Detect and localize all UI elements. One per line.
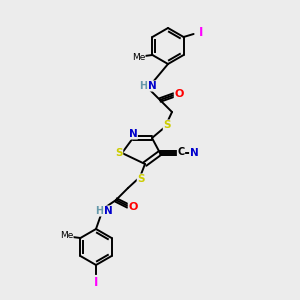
Text: S: S bbox=[163, 120, 171, 130]
Text: I: I bbox=[198, 26, 203, 38]
Text: O: O bbox=[128, 202, 138, 212]
Text: H: H bbox=[95, 206, 103, 216]
Text: C: C bbox=[177, 147, 184, 157]
Text: Me: Me bbox=[60, 232, 73, 241]
Text: S: S bbox=[137, 174, 145, 184]
Text: N: N bbox=[148, 81, 156, 91]
Text: S: S bbox=[115, 148, 123, 158]
Text: O: O bbox=[174, 89, 184, 99]
Text: N: N bbox=[129, 129, 137, 139]
Text: Me: Me bbox=[132, 52, 145, 62]
Text: I: I bbox=[94, 275, 98, 289]
Text: N: N bbox=[190, 148, 198, 158]
Text: H: H bbox=[139, 81, 147, 91]
Text: N: N bbox=[103, 206, 112, 216]
